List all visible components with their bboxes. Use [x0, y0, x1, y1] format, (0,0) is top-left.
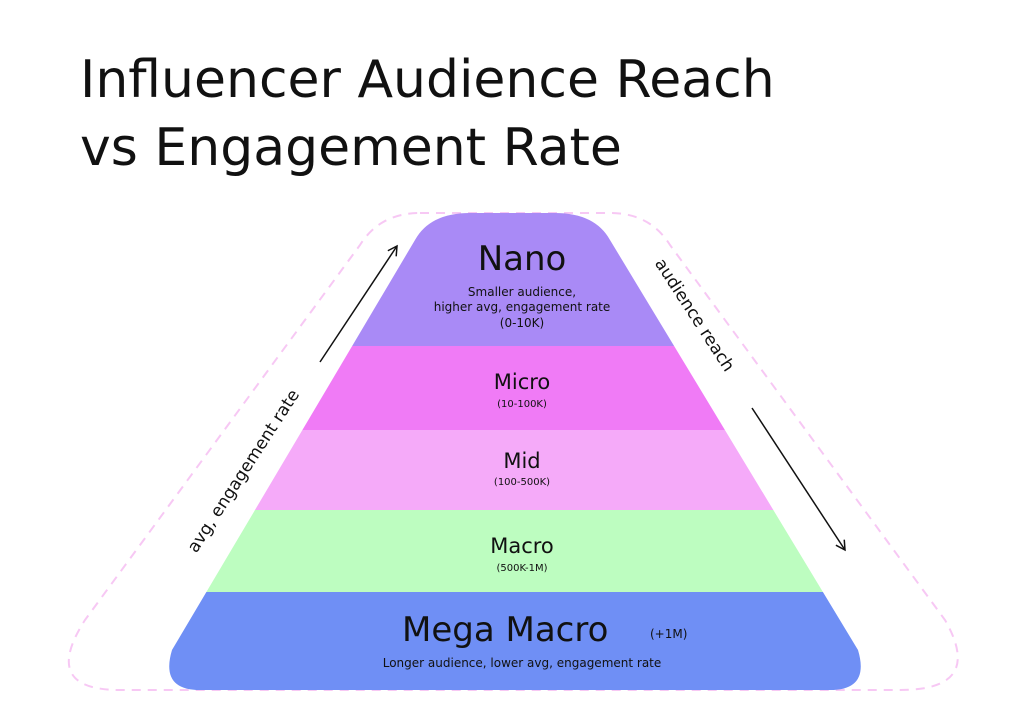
outline	[67, 212, 959, 691]
pyramid	[169, 213, 861, 690]
arrow	[319, 244, 398, 363]
tier-mega	[169, 592, 861, 690]
tier-name: Nano	[478, 239, 567, 279]
tier-name: Mega Macro	[402, 610, 608, 650]
tier-name: Micro	[494, 370, 551, 394]
tier-description: higher avg, engagement rate	[434, 300, 611, 314]
tier-range: (500K-1M)	[497, 563, 548, 574]
tier-range: (0-10K)	[500, 316, 544, 330]
tier-description: Longer audience, lower avg, engagement r…	[383, 656, 662, 670]
arrow	[751, 407, 846, 552]
tier-description: Smaller audience,	[468, 285, 576, 299]
tier-range: (+1M)	[650, 627, 687, 641]
title-line: vs Engagement Rate	[80, 118, 622, 178]
tier-macro	[169, 510, 861, 592]
tier-range: (10-100K)	[497, 399, 547, 410]
tier-range: (100-500K)	[494, 477, 550, 488]
tier-name: Mid	[503, 449, 540, 473]
tier-name: Macro	[490, 534, 554, 558]
title-line: Influencer Audience Reach	[80, 50, 775, 110]
